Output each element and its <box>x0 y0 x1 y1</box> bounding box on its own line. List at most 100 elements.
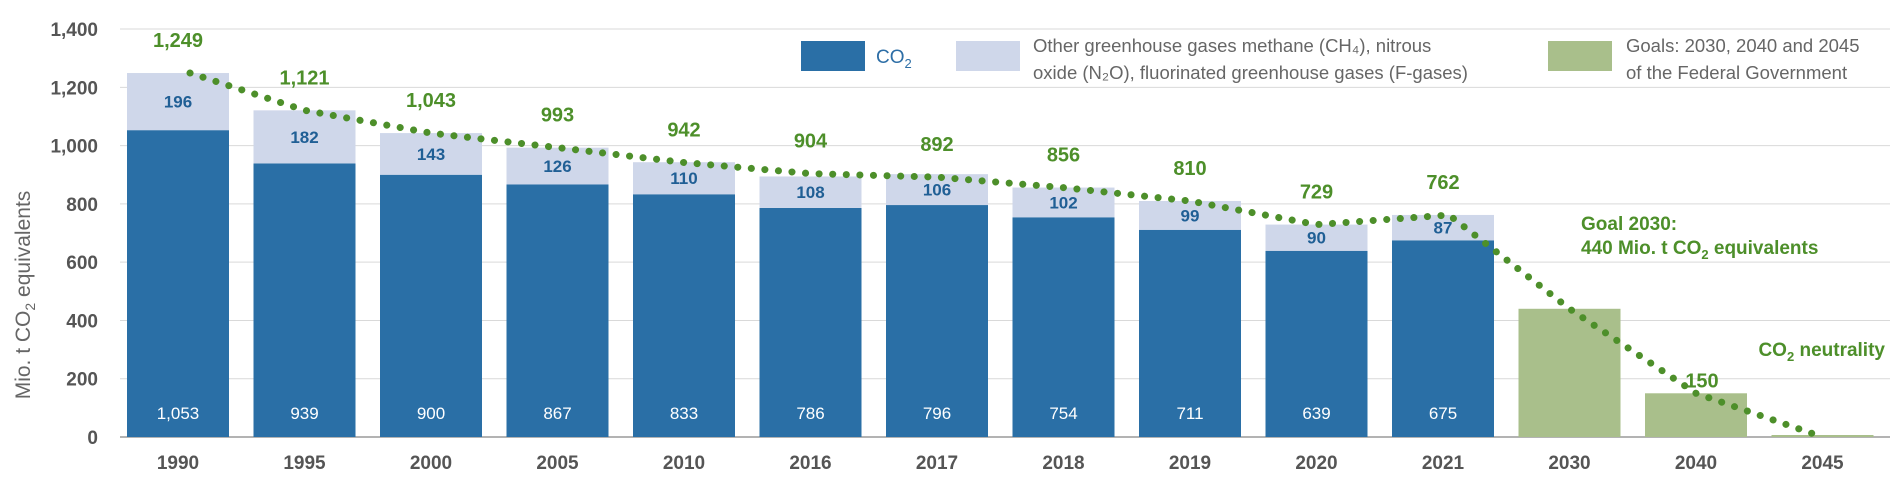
bar-goal-2030 <box>1518 308 1621 437</box>
x-tick-label-2016: 2016 <box>789 453 831 474</box>
legend-co2-text: CO <box>876 47 905 68</box>
x-tick-label-2021: 2021 <box>1422 453 1465 474</box>
legend-co2-sub: 2 <box>905 56 912 71</box>
bar-other-2000 <box>380 133 482 175</box>
label-total-2000: 1,043 <box>406 90 456 112</box>
annotation-goal-2030-b: equivalents <box>1709 238 1819 259</box>
x-tick-label-2045: 2045 <box>1801 453 1844 474</box>
y-tick-label-1000: 1,000 <box>50 137 98 158</box>
label-other-1995: 182 <box>290 128 318 147</box>
bar-other-1990 <box>127 73 229 131</box>
label-other-2020: 90 <box>1307 229 1326 248</box>
bar-co2-2000 <box>380 174 482 438</box>
x-tick-label-1995: 1995 <box>283 453 326 474</box>
bar-co2-2021 <box>1392 240 1494 437</box>
label-total-2020: 729 <box>1300 182 1333 204</box>
label-total-2018: 856 <box>1047 145 1080 167</box>
legend: CO2 Other greenhouse gases methane (CH₄)… <box>801 35 1860 83</box>
label-other-2000: 143 <box>417 145 445 164</box>
label-co2-2019: 711 <box>1176 404 1203 423</box>
legend-label-goals-line1: Goals: 2030, 2040 and 2045 <box>1626 35 1860 56</box>
label-other-1990: 196 <box>164 93 192 112</box>
bar-co2-2018 <box>1012 217 1115 437</box>
trend-dotted-line <box>186 69 1826 441</box>
bar-co2-1995 <box>253 163 356 437</box>
label-other-2005: 126 <box>543 157 571 176</box>
label-other-2019: 99 <box>1181 206 1200 225</box>
y-tick-label-800: 800 <box>66 195 98 216</box>
label-co2-2005: 867 <box>543 404 571 423</box>
legend-label-goals-line2: of the Federal Government <box>1626 62 1847 83</box>
annotation-neutral-sub: 2 <box>1787 349 1794 364</box>
bar-co2-1990 <box>127 130 229 437</box>
bar-goal-2045 <box>1771 435 1874 437</box>
label-other-2010: 110 <box>670 169 697 188</box>
y-tick-label-0: 0 <box>87 428 98 449</box>
x-tick-label-2019: 2019 <box>1169 453 1211 474</box>
label-co2-2000: 900 <box>417 404 445 423</box>
x-tick-label-2030: 2030 <box>1548 453 1590 474</box>
annotation-goal-2030-line1: Goal 2030: <box>1581 214 1677 235</box>
x-tick-label-2020: 2020 <box>1295 453 1337 474</box>
legend-swatch-goals <box>1548 41 1612 71</box>
y-axis-title: Mio. t CO2 equivalents <box>12 191 38 400</box>
y-axis-title-a: Mio. t CO <box>12 311 35 400</box>
bar-other-2020 <box>1265 224 1368 251</box>
label-total-2019: 810 <box>1173 158 1206 180</box>
bar-other-1995 <box>253 110 356 164</box>
bar-co2-2016 <box>759 207 862 437</box>
y-axis-title-sub: 2 <box>22 303 38 311</box>
x-tick-label-2005: 2005 <box>536 453 579 474</box>
label-total-2016: 904 <box>794 131 828 153</box>
annotation-goal-2030-a: 440 Mio. t CO <box>1581 238 1701 259</box>
label-other-2017: 106 <box>923 181 951 200</box>
bar-other-2010 <box>633 162 735 195</box>
x-tick-label-2000: 2000 <box>410 453 452 474</box>
label-co2-2018: 754 <box>1049 404 1077 423</box>
label-co2-1990: 1,053 <box>157 404 200 423</box>
legend-label-co2: CO2 <box>876 47 912 71</box>
label-other-2016: 108 <box>796 183 824 202</box>
y-axis: 0 200 400 600 800 1,000 1,200 1,400 <box>50 20 98 449</box>
label-total-2021: 762 <box>1426 172 1459 194</box>
label-total-2017: 892 <box>920 134 953 156</box>
bar-co2-2017 <box>886 205 988 437</box>
legend-swatch-other <box>956 41 1020 71</box>
annotation-goal-2030-line2: 440 Mio. t CO2 equivalents <box>1581 238 1818 262</box>
value-labels: 1,053 196 1,249 939 182 1,121 900 143 1,043 867 12… <box>153 30 1719 423</box>
y-tick-label-400: 400 <box>66 311 98 332</box>
label-total-2005: 993 <box>541 105 574 127</box>
x-axis: 1990 1995 2000 2005 2010 2016 2017 2018 2019 2020… <box>157 453 1844 474</box>
annotation-co2-neutrality: CO2 neutrality <box>1758 340 1885 364</box>
bar-co2-2019 <box>1139 229 1241 437</box>
label-co2-2020: 639 <box>1302 404 1330 423</box>
trend-line <box>186 69 1826 441</box>
y-tick-label-600: 600 <box>66 253 98 274</box>
label-co2-1995: 939 <box>290 404 318 423</box>
label-co2-2017: 796 <box>923 404 951 423</box>
annotation-neutral-b: neutrality <box>1794 340 1885 361</box>
label-co2-2021: 675 <box>1429 404 1457 423</box>
bar-goal-2040 <box>1645 393 1747 437</box>
y-axis-title-b: equivalents <box>12 191 35 303</box>
x-tick-label-2018: 2018 <box>1042 453 1084 474</box>
x-tick-label-2040: 2040 <box>1675 453 1717 474</box>
label-other-2021: 87 <box>1434 219 1453 238</box>
label-other-2018: 102 <box>1049 193 1077 212</box>
label-goal-2040: 150 <box>1685 370 1718 392</box>
legend-label-other-line2: oxide (N₂O), fluorinated greenhouse gase… <box>1033 62 1468 83</box>
annotation-goal-2030-sub: 2 <box>1701 247 1708 262</box>
label-total-1995: 1,121 <box>279 67 329 89</box>
label-co2-2010: 833 <box>670 404 698 423</box>
bar-other-2016 <box>759 176 862 208</box>
y-tick-label-200: 200 <box>66 370 98 391</box>
label-co2-2016: 786 <box>796 404 824 423</box>
bar-co2-2010 <box>633 194 735 437</box>
bar-co2-2005 <box>506 184 609 437</box>
x-tick-label-1990: 1990 <box>157 453 199 474</box>
x-tick-label-2017: 2017 <box>916 453 958 474</box>
annotation-neutral-a: CO <box>1758 340 1787 361</box>
y-tick-label-1200: 1,200 <box>50 78 98 99</box>
bar-co2-2020 <box>1265 250 1368 437</box>
